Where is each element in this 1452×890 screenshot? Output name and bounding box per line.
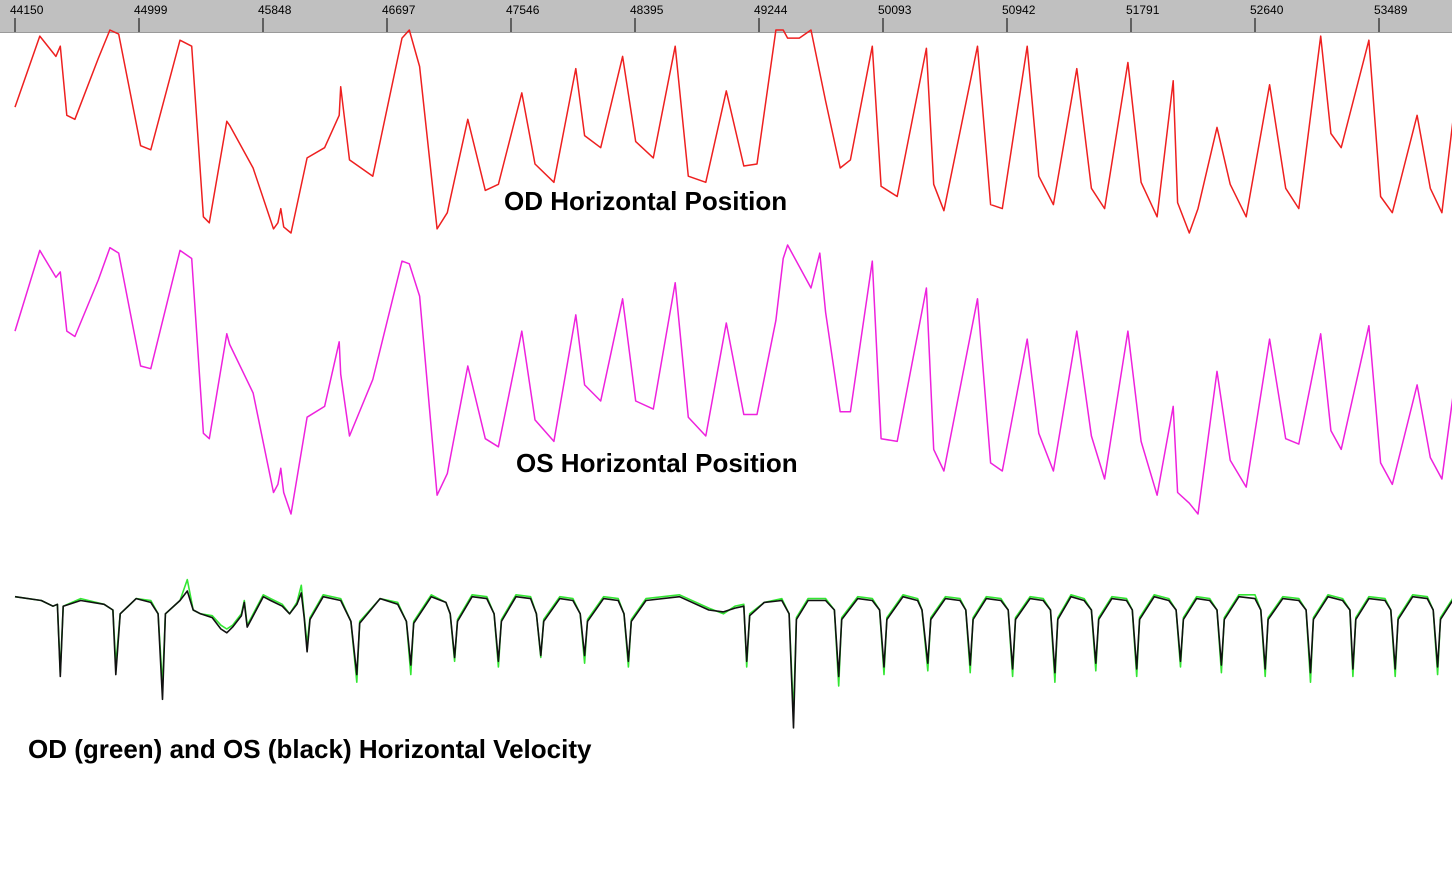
- velocity-label: OD (green) and OS (black) Horizontal Vel…: [28, 734, 591, 765]
- od-position-label: OD Horizontal Position: [504, 186, 787, 217]
- series-os-horizontal-velocity: [15, 591, 1452, 728]
- os-position-label: OS Horizontal Position: [516, 448, 798, 479]
